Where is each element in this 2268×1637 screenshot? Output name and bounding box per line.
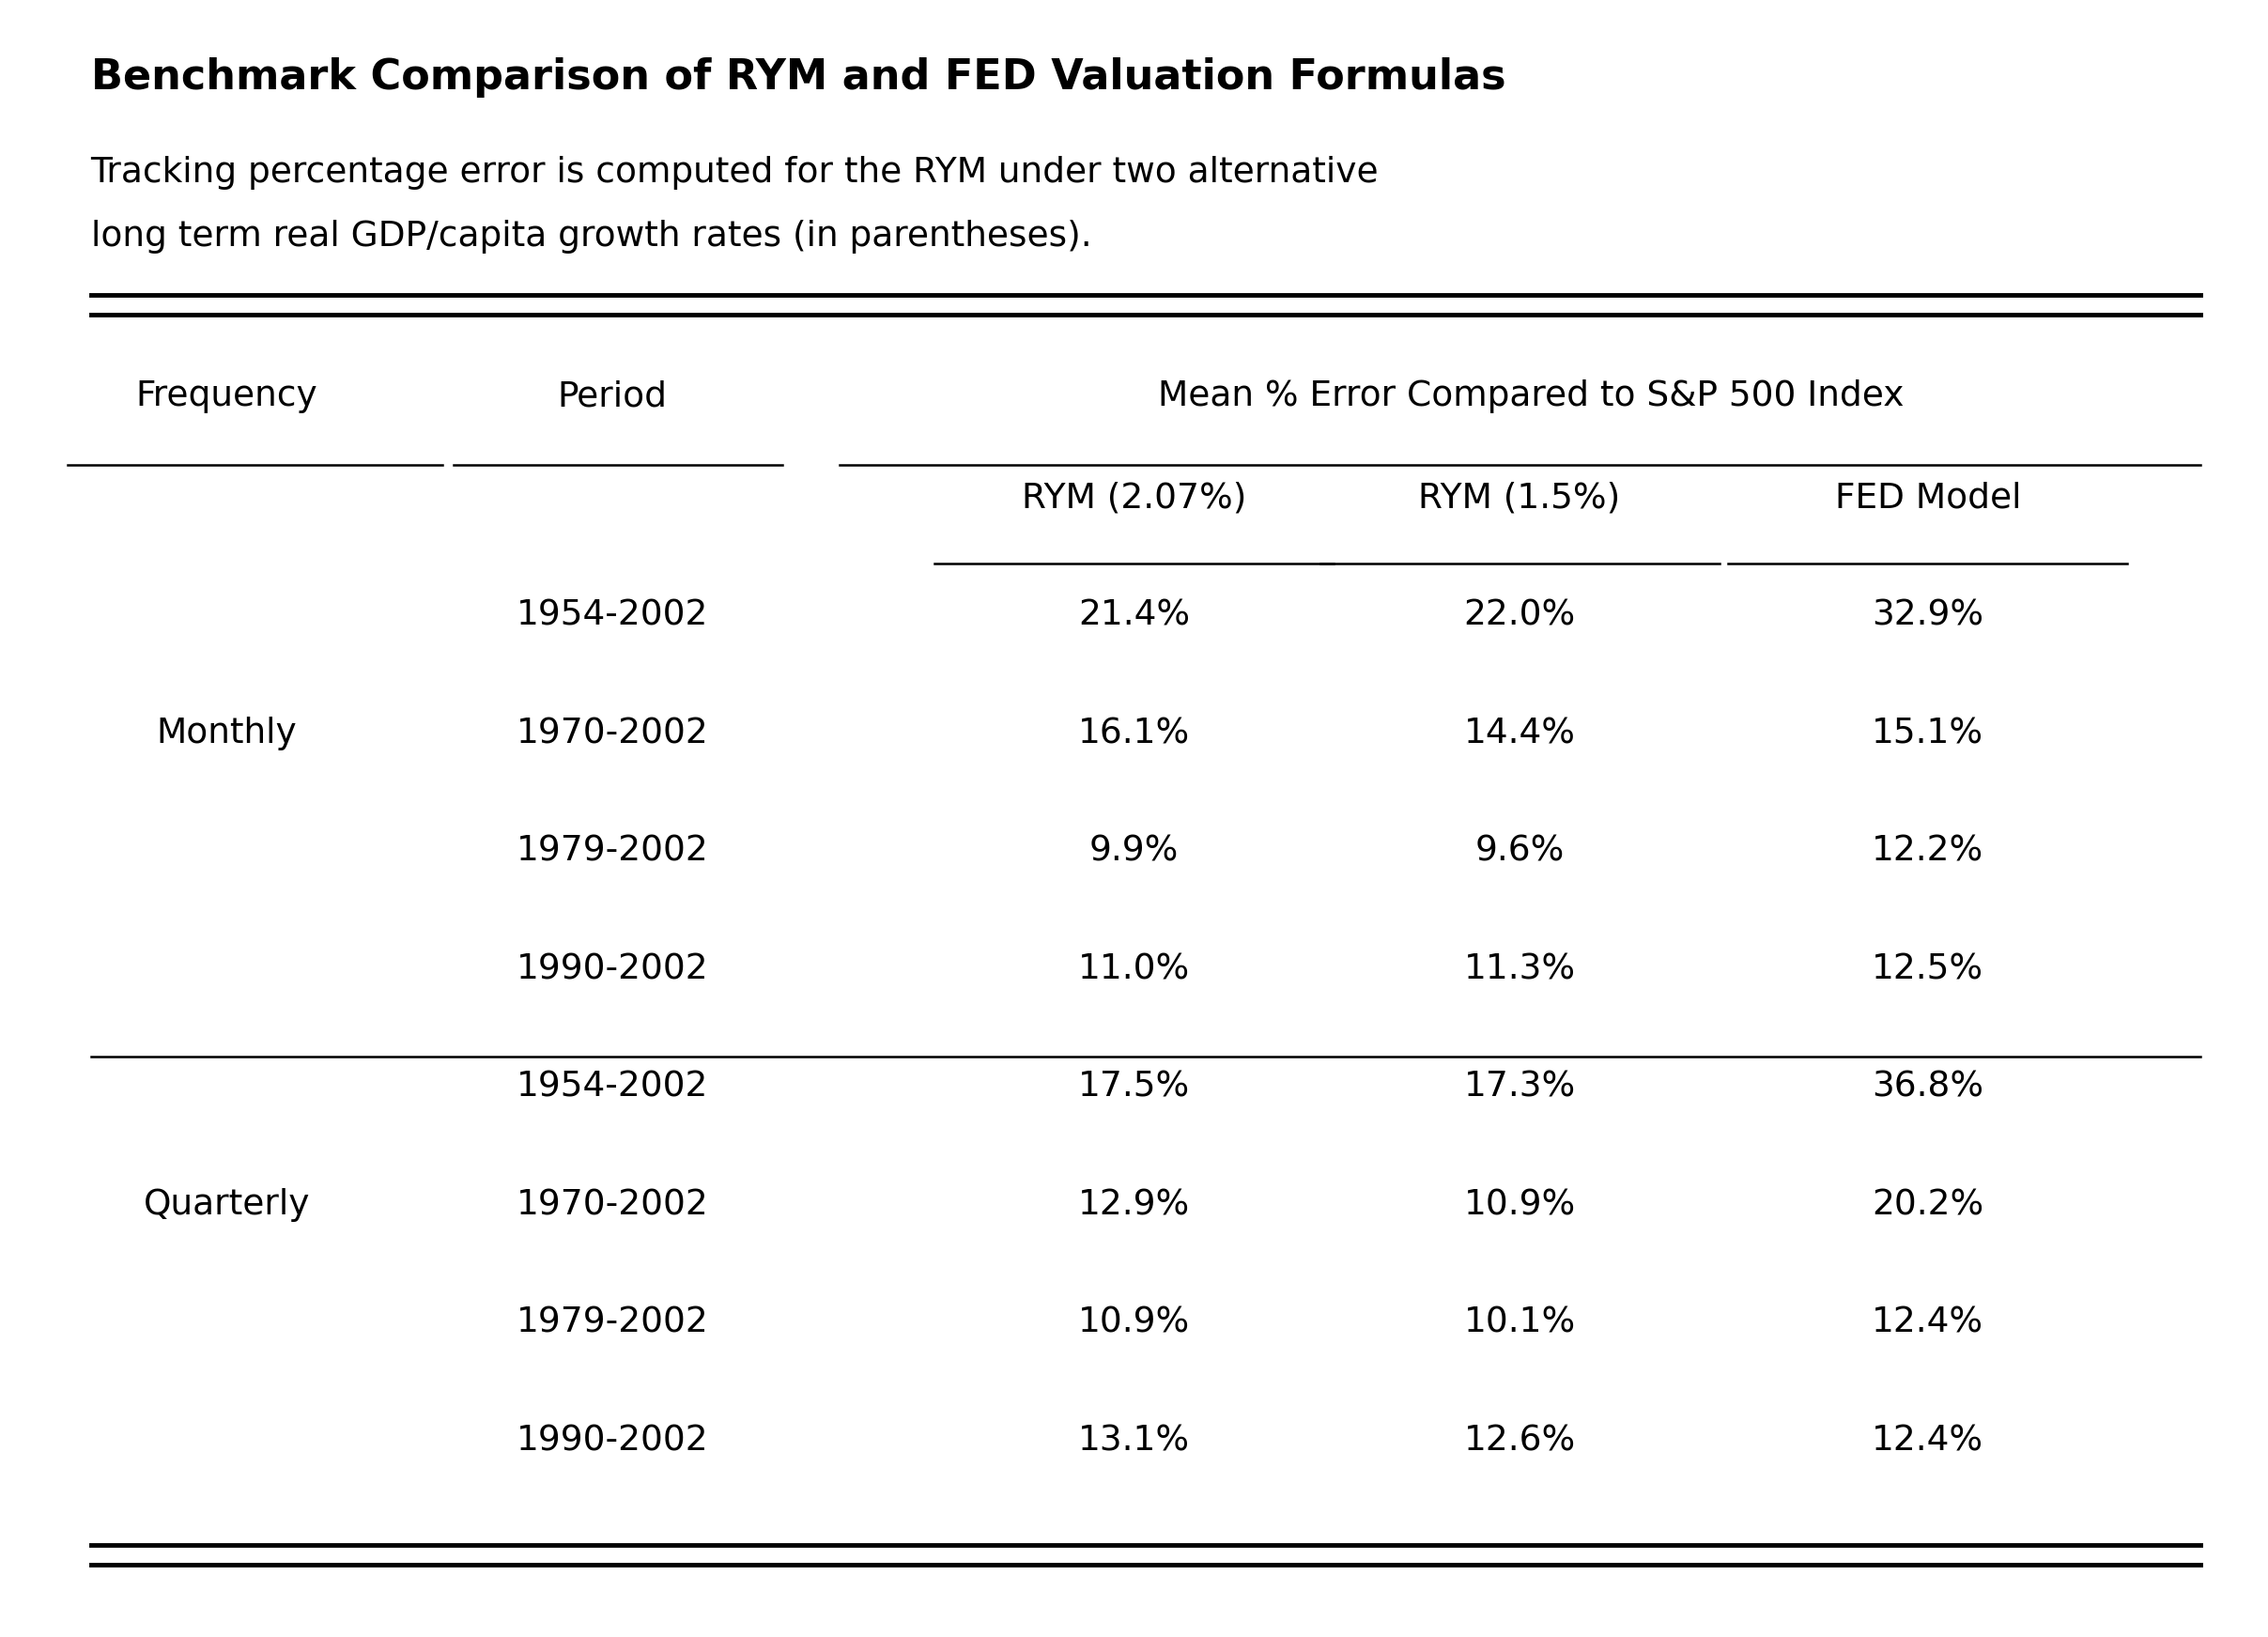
Text: Tracking percentage error is computed for the RYM under two alternative: Tracking percentage error is computed fo… xyxy=(91,156,1379,190)
Text: FED Model: FED Model xyxy=(1835,481,2021,516)
Text: 15.1%: 15.1% xyxy=(1871,717,1984,751)
Text: 1979-2002: 1979-2002 xyxy=(517,1306,708,1341)
Text: 13.1%: 13.1% xyxy=(1077,1424,1191,1459)
Text: 17.3%: 17.3% xyxy=(1463,1071,1576,1105)
Text: 12.5%: 12.5% xyxy=(1871,953,1984,987)
Text: RYM (1.5%): RYM (1.5%) xyxy=(1418,481,1622,516)
Text: 1970-2002: 1970-2002 xyxy=(517,717,708,751)
Text: 10.9%: 10.9% xyxy=(1077,1306,1191,1341)
Text: 1990-2002: 1990-2002 xyxy=(517,953,708,987)
Text: 21.4%: 21.4% xyxy=(1077,599,1191,634)
Text: Mean % Error Compared to S&P 500 Index: Mean % Error Compared to S&P 500 Index xyxy=(1159,380,1903,414)
Text: 17.5%: 17.5% xyxy=(1077,1071,1191,1105)
Text: 12.4%: 12.4% xyxy=(1871,1424,1984,1459)
Text: 9.6%: 9.6% xyxy=(1474,835,1565,869)
Text: 20.2%: 20.2% xyxy=(1871,1188,1984,1223)
Text: Monthly: Monthly xyxy=(156,717,297,751)
Text: 11.0%: 11.0% xyxy=(1077,953,1191,987)
Text: 12.4%: 12.4% xyxy=(1871,1306,1984,1341)
Text: RYM (2.07%): RYM (2.07%) xyxy=(1021,481,1247,516)
Text: 12.9%: 12.9% xyxy=(1077,1188,1191,1223)
Text: 12.2%: 12.2% xyxy=(1871,835,1984,869)
Text: 1990-2002: 1990-2002 xyxy=(517,1424,708,1459)
Text: 10.1%: 10.1% xyxy=(1463,1306,1576,1341)
Text: 12.6%: 12.6% xyxy=(1463,1424,1576,1459)
Text: 32.9%: 32.9% xyxy=(1871,599,1984,634)
Text: 9.9%: 9.9% xyxy=(1089,835,1179,869)
Text: 14.4%: 14.4% xyxy=(1463,717,1576,751)
Text: 1954-2002: 1954-2002 xyxy=(517,1071,708,1105)
Text: Frequency: Frequency xyxy=(136,380,318,414)
Text: Period: Period xyxy=(558,380,667,414)
Text: Benchmark Comparison of RYM and FED Valuation Formulas: Benchmark Comparison of RYM and FED Valu… xyxy=(91,57,1506,98)
Text: Quarterly: Quarterly xyxy=(143,1188,311,1223)
Text: long term real GDP/capita growth rates (in parentheses).: long term real GDP/capita growth rates (… xyxy=(91,219,1091,254)
Text: 1979-2002: 1979-2002 xyxy=(517,835,708,869)
Text: 1970-2002: 1970-2002 xyxy=(517,1188,708,1223)
Text: 16.1%: 16.1% xyxy=(1077,717,1191,751)
Text: 11.3%: 11.3% xyxy=(1463,953,1576,987)
Text: 1954-2002: 1954-2002 xyxy=(517,599,708,634)
Text: 22.0%: 22.0% xyxy=(1463,599,1576,634)
Text: 10.9%: 10.9% xyxy=(1463,1188,1576,1223)
Text: 36.8%: 36.8% xyxy=(1871,1071,1984,1105)
